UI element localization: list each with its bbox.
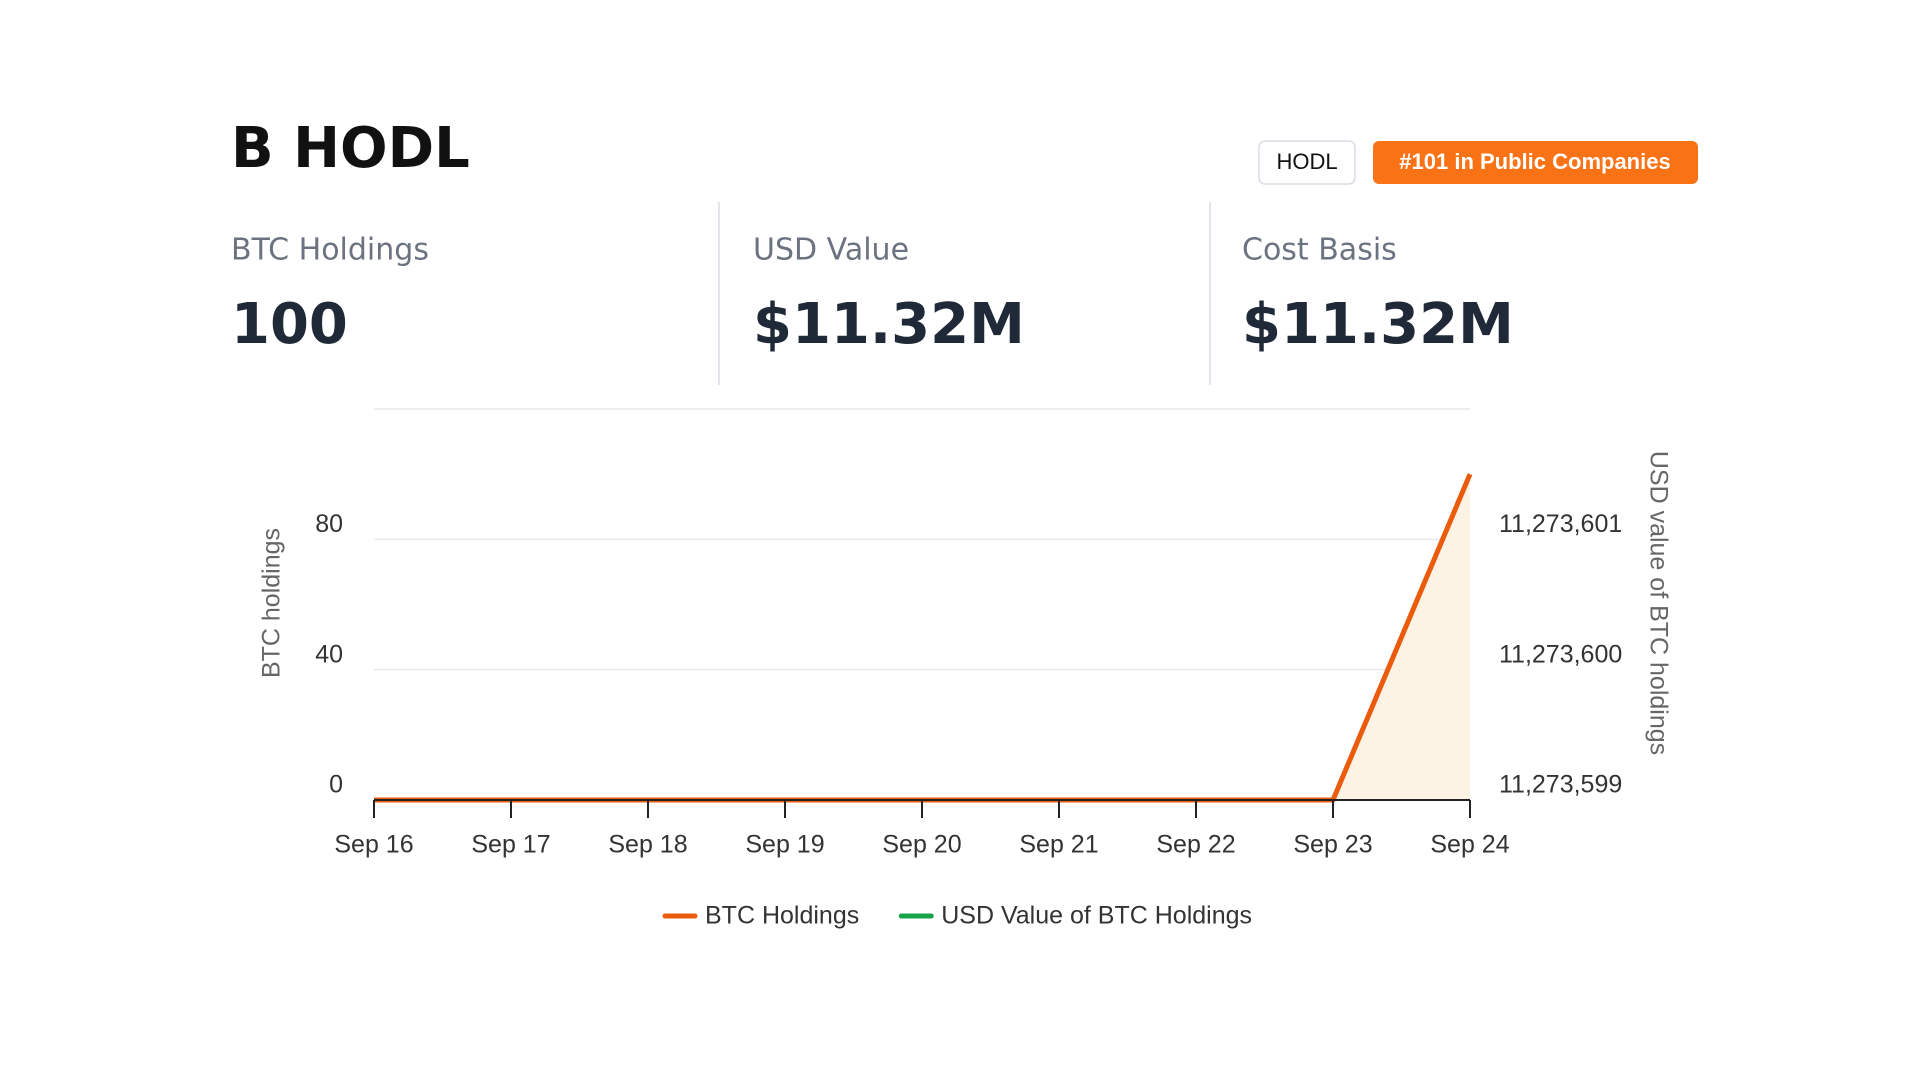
x-tick-label: Sep 22 (1156, 831, 1235, 859)
x-tick-label: Sep 19 (745, 831, 824, 859)
legend-label: BTC Holdings (705, 902, 859, 930)
stat-value: 100 (231, 292, 348, 357)
y-tick-label: 80 (315, 510, 343, 538)
stat-label: Cost Basis (1242, 233, 1397, 268)
ticker-badge[interactable] (1258, 140, 1356, 185)
rank-text: #101 in Public Companies (1399, 149, 1670, 174)
x-tick-label: Sep 21 (1019, 831, 1098, 859)
y-axis-title: BTC holdings (258, 528, 286, 678)
y2-tick-label: 11,273,600 (1499, 640, 1622, 668)
x-tick-label: Sep 17 (471, 831, 550, 859)
y-tick-label: 40 (315, 640, 343, 668)
stat-value: $11.32M (1242, 292, 1514, 357)
y-tick-label: 0 (329, 771, 343, 799)
x-tick-label: Sep 20 (882, 831, 961, 859)
x-tick-label: Sep 16 (334, 831, 413, 859)
x-tick-label: Sep 24 (1430, 831, 1509, 859)
area (374, 474, 1470, 800)
ticker-text: HODL (1276, 149, 1337, 174)
y2-axis-title: USD value of BTC holdings (1644, 451, 1672, 755)
stat-label: USD Value (753, 233, 909, 268)
line (374, 473, 1473, 803)
y2-tick-label: 11,273,601 (1499, 510, 1622, 538)
x-tick-label: Sep 18 (608, 831, 687, 859)
company-title: B HODL (231, 116, 470, 181)
stat-label: BTC Holdings (231, 233, 429, 268)
legend-label: USD Value of BTC Holdings (941, 902, 1252, 930)
y2-tick-label: 11,273,599 (1499, 771, 1622, 799)
rank-badge[interactable] (1373, 141, 1698, 184)
stat-value: $11.32M (753, 292, 1025, 357)
x-tick-label: Sep 23 (1293, 831, 1372, 859)
